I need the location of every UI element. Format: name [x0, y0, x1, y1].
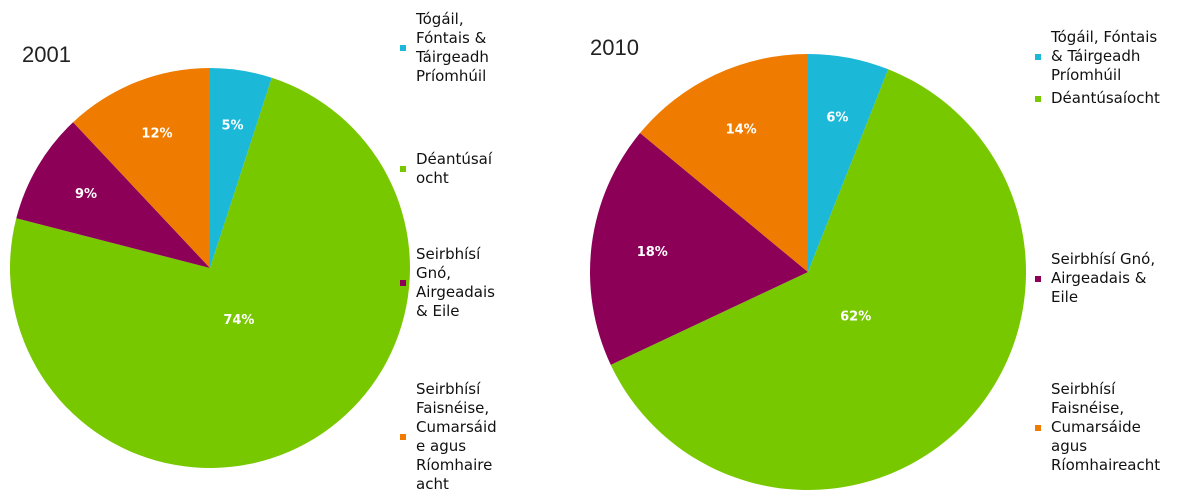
legend-item: Déantúsaíocht [400, 150, 500, 188]
pie-slice [210, 68, 272, 268]
chart-title: 2001 [22, 42, 71, 67]
legend-swatch [400, 434, 406, 440]
pie-slice [16, 122, 210, 269]
legend-item: Seirbhísí Faisnéise, Cumarsáide agus Río… [1035, 380, 1170, 475]
legend-item: Tógáil, Fóntais & Táirgeadh Príomhúil [400, 10, 500, 86]
legend-label: Déantúsaíocht [416, 150, 493, 187]
legend-item: Seirbhísí Faisnéise, Cumarsáide agus Río… [400, 380, 500, 494]
legend-item: Déantúsaíocht [1035, 89, 1170, 108]
slice-label: 5% [221, 118, 243, 133]
legend-swatch [400, 166, 406, 172]
legend-swatch [400, 280, 406, 286]
legend-label: Seirbhísí Gnó, Airgeadais & Eile [416, 245, 495, 320]
pie-slice [640, 54, 808, 272]
chart-title: 2010 [590, 35, 639, 60]
slice-label: 9% [75, 187, 97, 202]
legend-swatch [1035, 424, 1041, 431]
slice-label: 14% [726, 122, 757, 137]
slice-label: 74% [223, 313, 254, 328]
pie-slice [610, 69, 1026, 491]
legend-label: Tógáil, Fóntais & Táirgeadh Príomhúil [1051, 28, 1158, 84]
slice-label: 62% [840, 309, 871, 324]
legend-label: Seirbhísí Gnó, Airgeadais & Eile [1051, 250, 1156, 306]
legend-swatch [1035, 275, 1041, 282]
slice-label: 18% [637, 245, 668, 260]
pie-slice [73, 68, 210, 268]
legend-swatch [400, 45, 406, 51]
legend-item: Seirbhísí Gnó, Airgeadais & Eile [400, 245, 500, 321]
legend-swatch [1035, 95, 1041, 102]
pie-slice [808, 54, 889, 272]
legend-item: Tógáil, Fóntais & Táirgeadh Príomhúil [1035, 28, 1170, 85]
legend-label: Seirbhísí Faisnéise, Cumarsáide agus Río… [1051, 380, 1161, 474]
slice-label: 6% [826, 110, 848, 125]
legend-label: Tógáil, Fóntais & Táirgeadh Príomhúil [416, 10, 489, 85]
slice-label: 12% [141, 127, 172, 142]
legend-label: Déantúsaíocht [1051, 89, 1160, 107]
legend-item: Seirbhísí Gnó, Airgeadais & Eile [1035, 250, 1170, 307]
pie-slice [10, 77, 410, 468]
legend-swatch [1035, 53, 1041, 60]
pie-slice [590, 133, 808, 365]
legend-label: Seirbhísí Faisnéise, Cumarsáide agus Río… [416, 380, 497, 493]
